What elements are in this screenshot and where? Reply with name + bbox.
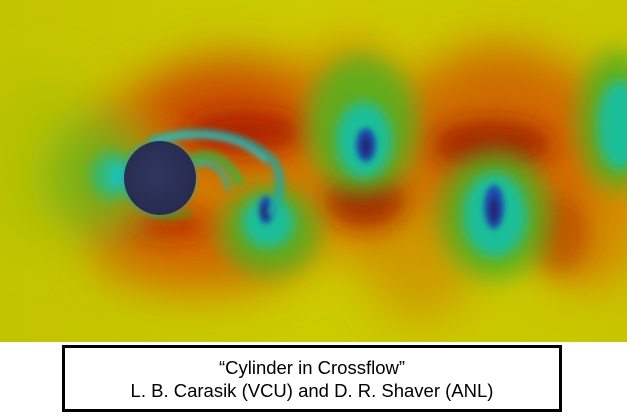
cylinder (121, 140, 197, 216)
caption-credits: L. B. Carasik (VCU) and D. R. Shaver (AN… (130, 379, 494, 401)
simulation-image (0, 0, 627, 342)
caption-box: “Cylinder in Crossflow” L. B. Carasik (V… (62, 345, 562, 412)
caption-title: “Cylinder in Crossflow” (218, 356, 406, 378)
flow-field-image (0, 0, 627, 342)
